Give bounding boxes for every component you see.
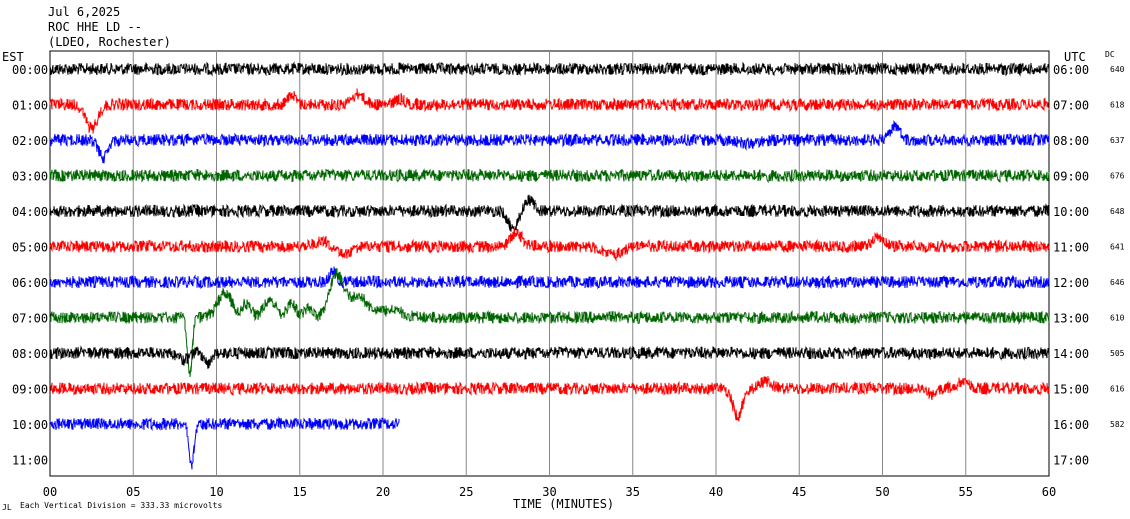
trace-06:00 — [49, 266, 1050, 290]
utc-label-15:00: 15:00 — [1053, 383, 1089, 397]
x-tick-label: 35 — [626, 485, 640, 499]
est-label-09:00: 09:00 — [12, 383, 48, 397]
utc-label-17:00: 17:00 — [1053, 454, 1089, 468]
x-tick-label: 20 — [376, 485, 390, 499]
seismic-traces — [49, 61, 1050, 470]
est-label-07:00: 07:00 — [12, 312, 48, 326]
utc-label-06:00: 06:00 — [1053, 63, 1089, 77]
est-label-04:00: 04:00 — [12, 205, 48, 219]
est-label-06:00: 06:00 — [12, 276, 48, 290]
est-label-01:00: 01:00 — [12, 99, 48, 113]
dc-value: 637 — [1110, 136, 1125, 145]
est-label-08:00: 08:00 — [12, 347, 48, 361]
dc-title: DC — [1105, 50, 1115, 59]
x-tick-label: 30 — [542, 485, 556, 499]
dc-value: 641 — [1110, 243, 1125, 252]
utc-label-12:00: 12:00 — [1053, 276, 1089, 290]
x-tick-label: 10 — [209, 485, 223, 499]
est-label-02:00: 02:00 — [12, 134, 48, 148]
x-tick-label: 05 — [126, 485, 140, 499]
utc-label-16:00: 16:00 — [1053, 418, 1089, 432]
x-tick-label: 60 — [1042, 485, 1056, 499]
x-tick-label: 00 — [43, 485, 57, 499]
dc-value: 640 — [1110, 65, 1125, 74]
header-station: ROC HHE LD -- — [48, 20, 142, 34]
scale-note: Each Vertical Division = 333.33 microvol… — [20, 501, 222, 510]
utc-label-09:00: 09:00 — [1053, 170, 1089, 184]
est-label-00:00: 00:00 — [12, 63, 48, 77]
dc-value: 505 — [1110, 349, 1125, 358]
row-labels: 00:00 06:00 640 01:00 07:00 618 02:00 08:00 637 0… — [12, 63, 1125, 468]
dc-value: 582 — [1110, 420, 1125, 429]
header-date: Jul 6,2025 — [48, 5, 120, 19]
dc-value: 648 — [1110, 207, 1125, 216]
trace-01:00 — [49, 88, 1050, 134]
trace-07:00 — [49, 268, 1050, 378]
trace-04:00 — [49, 194, 1050, 232]
trace-09:00 — [49, 376, 1050, 422]
x-tick-label: 50 — [875, 485, 889, 499]
est-label-03:00: 03:00 — [12, 170, 48, 184]
utc-label-08:00: 08:00 — [1053, 134, 1089, 148]
dc-value: 610 — [1110, 314, 1125, 323]
trace-02:00 — [49, 120, 1050, 164]
est-label-11:00: 11:00 — [12, 454, 48, 468]
x-axis-ticks: 00 05 10 15 20 25 30 35 40 45 50 55 60 — [43, 485, 1056, 499]
utc-label-14:00: 14:00 — [1053, 347, 1089, 361]
trace-03:00 — [49, 168, 1050, 184]
x-tick-label: 55 — [959, 485, 973, 499]
trace-10:00 — [49, 416, 400, 470]
utc-label-13:00: 13:00 — [1053, 312, 1089, 326]
utc-label-10:00: 10:00 — [1053, 205, 1089, 219]
header-location: (LDEO, Rochester) — [48, 35, 171, 49]
est-axis-title: EST — [2, 50, 24, 64]
utc-label-11:00: 11:00 — [1053, 241, 1089, 255]
x-tick-label: 40 — [709, 485, 723, 499]
trace-08:00 — [49, 345, 1050, 369]
dc-value: 646 — [1110, 278, 1125, 287]
dc-value: 676 — [1110, 172, 1125, 181]
x-tick-label: 25 — [459, 485, 473, 499]
est-label-05:00: 05:00 — [12, 241, 48, 255]
est-label-10:00: 10:00 — [12, 418, 48, 432]
x-axis-label: TIME (MINUTES) — [513, 497, 614, 511]
vertical-gridlines — [132, 51, 967, 476]
trace-05:00 — [49, 227, 1050, 262]
x-tick-label: 45 — [792, 485, 806, 499]
dc-value: 618 — [1110, 101, 1125, 110]
utc-axis-title: UTC — [1064, 50, 1086, 64]
x-tick-label: 15 — [293, 485, 307, 499]
scale-prefix: JL — [2, 503, 12, 512]
dc-value: 616 — [1110, 385, 1125, 394]
utc-label-07:00: 07:00 — [1053, 99, 1089, 113]
trace-00:00 — [49, 61, 1050, 77]
